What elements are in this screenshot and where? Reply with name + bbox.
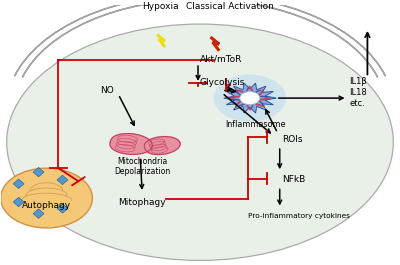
- Text: Glycolysis: Glycolysis: [200, 78, 245, 87]
- Text: NFkB: NFkB: [282, 175, 305, 184]
- Circle shape: [240, 92, 260, 105]
- Text: Mitophagy: Mitophagy: [118, 198, 166, 207]
- Polygon shape: [57, 204, 68, 213]
- Polygon shape: [33, 167, 44, 177]
- Text: Hypoxia: Hypoxia: [142, 2, 178, 11]
- Text: Akt/mToR: Akt/mToR: [200, 55, 242, 64]
- Polygon shape: [110, 134, 152, 154]
- Polygon shape: [13, 197, 24, 207]
- Text: Pro-inflammatory cytokines: Pro-inflammatory cytokines: [248, 213, 350, 219]
- Polygon shape: [13, 179, 24, 188]
- Text: Mitochondria
Depolarization: Mitochondria Depolarization: [114, 157, 170, 176]
- Ellipse shape: [7, 24, 393, 260]
- Polygon shape: [33, 209, 44, 218]
- Circle shape: [1, 168, 92, 228]
- Polygon shape: [224, 83, 276, 113]
- Text: ROIs: ROIs: [282, 135, 302, 144]
- Polygon shape: [57, 175, 68, 185]
- Text: IL1β
IL18
etc.: IL1β IL18 etc.: [350, 77, 367, 108]
- Polygon shape: [144, 136, 180, 154]
- Text: Classical Activation: Classical Activation: [186, 2, 274, 11]
- Text: Autophagy: Autophagy: [22, 201, 71, 210]
- Text: NO: NO: [100, 86, 114, 95]
- Text: Inflammasome: Inflammasome: [226, 120, 286, 129]
- Circle shape: [214, 74, 286, 122]
